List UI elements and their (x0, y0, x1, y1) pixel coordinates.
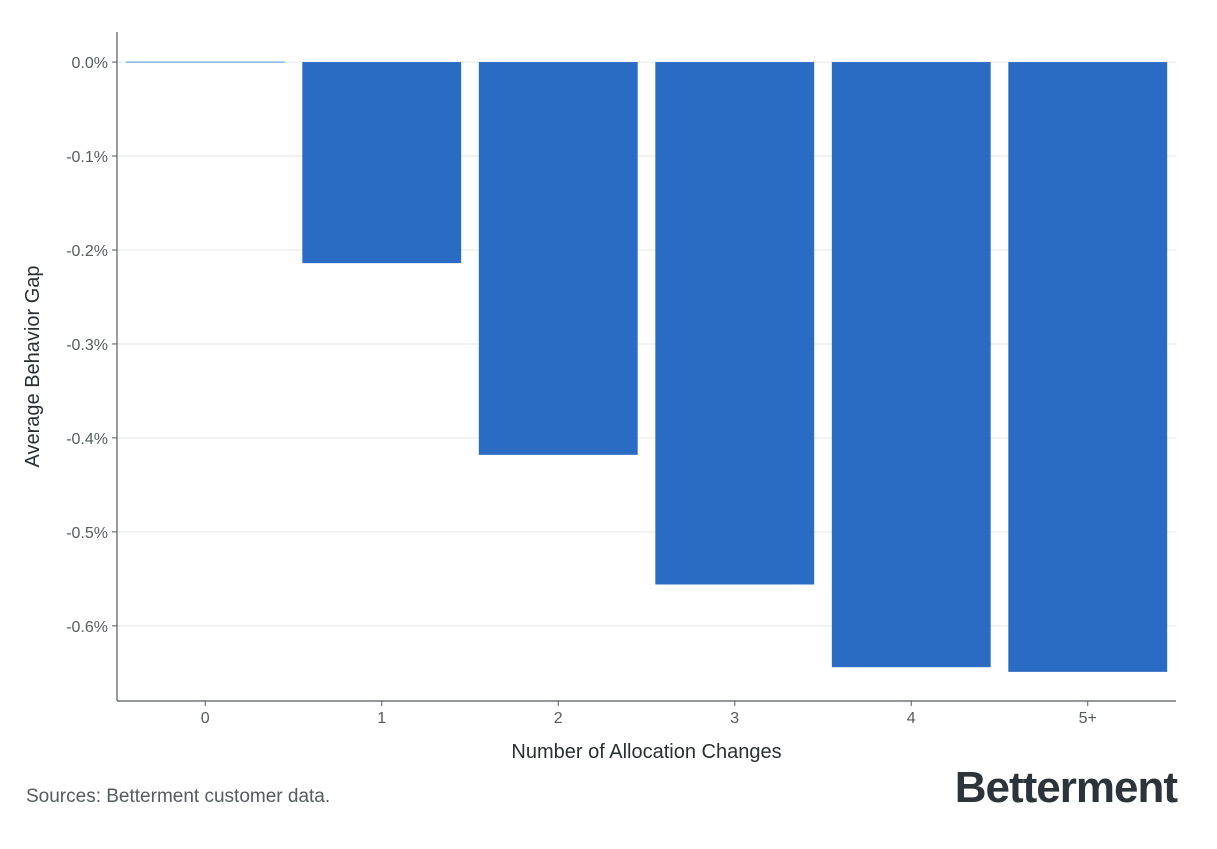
y-tick-labels: 0.0% -0.1% -0.2% -0.3% -0.4% -0.5% -0.6% (66, 55, 108, 636)
y-tick-label: -0.1% (66, 149, 108, 166)
axes (112, 32, 1176, 706)
y-tick-label: -0.4% (66, 431, 108, 448)
x-tick-label: 5+ (1079, 710, 1097, 727)
y-tick-label: 0.0% (72, 55, 108, 72)
x-tick-label: 0 (201, 710, 210, 727)
x-tick-labels: 0 1 2 3 4 5+ (201, 710, 1097, 727)
y-tick-label: -0.2% (66, 243, 108, 260)
x-tick-label: 1 (377, 710, 386, 727)
x-tick-label: 4 (907, 710, 916, 727)
bars (125, 61, 1168, 672)
x-tick-label: 2 (554, 710, 563, 727)
y-tick-label: -0.6% (66, 619, 108, 636)
gridlines (117, 61, 1176, 627)
y-tick-label: -0.3% (66, 337, 108, 354)
x-axis-title: Number of Allocation Changes (511, 741, 781, 763)
bar (302, 62, 462, 264)
brand-logo: Betterment (954, 763, 1178, 812)
bar (478, 62, 638, 455)
y-axis-title: Average Behavior Gap (22, 266, 44, 468)
y-tick-label: -0.5% (66, 525, 108, 542)
x-tick-label: 3 (730, 710, 739, 727)
bar (831, 62, 991, 668)
bar (1008, 62, 1168, 672)
source-note: Sources: Betterment customer data. (26, 786, 331, 807)
bar (655, 62, 815, 585)
